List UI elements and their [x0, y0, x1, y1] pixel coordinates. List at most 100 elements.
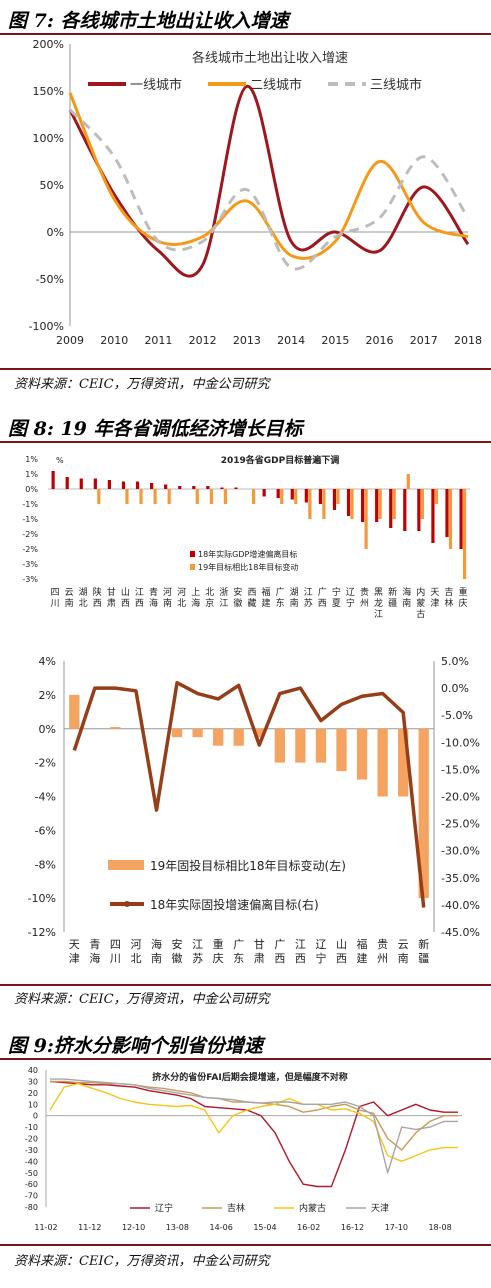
x-tick-label: 广西 [318, 586, 327, 609]
legend-label: 内蒙古 [299, 1202, 326, 1214]
y-tick-label: 150% [33, 85, 64, 98]
bar-1 [121, 481, 126, 489]
figure-8-top-rule [0, 441, 491, 443]
bar-1 [150, 483, 154, 489]
y-tick-label: -1% [22, 515, 38, 524]
x-tick-label: 广西 [274, 938, 285, 965]
bar-1 [459, 489, 463, 549]
x-tick-label: 11-02 [34, 1223, 57, 1232]
x-tick-label: 内蒙古 [416, 586, 425, 620]
bar-2 [209, 489, 213, 504]
bar-2 [167, 489, 171, 504]
figure-7-top-rule [0, 33, 491, 35]
y-tick-label: -80 [25, 1203, 38, 1212]
y-left-tick-label: -8% [35, 858, 56, 871]
bar-2 [322, 489, 326, 519]
y-tick-label: 200% [33, 38, 64, 51]
chart-7-land-revenue-growth: -100% -50% 0% 50% 100% 150% 200% 2009 2010 2011 20… [29, 38, 482, 347]
bar [69, 694, 80, 729]
bar-2 [125, 489, 129, 504]
x-tick-label: 2018 [454, 334, 482, 347]
legend-swatch [190, 551, 195, 557]
y-left-tick-label: -2% [35, 757, 56, 770]
x-tick-label: 青海 [149, 586, 158, 609]
bar-2 [434, 489, 439, 504]
figure-7-source: 资料来源：CEIC，万得资讯，中金公司研究 [14, 377, 270, 392]
figure-9-source: 资料来源：CEIC，万得资讯，中金公司研究 [14, 1254, 270, 1269]
x-tick-label: 青海 [89, 938, 100, 965]
y-right-tick-label: -10.0% [441, 736, 480, 749]
figure-7-bottom-rule [0, 368, 491, 370]
unit-label: % [56, 456, 64, 465]
y-tick-label: 30 [28, 1077, 38, 1086]
legend-marker [124, 901, 130, 907]
x-tick-label: 2014 [277, 334, 305, 347]
bar-1 [290, 489, 294, 500]
bar-1 [135, 481, 140, 489]
legend-label: 二线城市 [250, 77, 302, 93]
y-tick-label: 50% [40, 179, 64, 192]
bar-1 [332, 489, 337, 510]
bar-2 [280, 489, 284, 504]
x-tick-label: 山西 [121, 587, 130, 609]
x-tick-label: 河南 [163, 586, 172, 609]
figure-9-heading: 图 9:挤水分影响个别省份增速 [8, 1035, 263, 1057]
y-tick-label: -10 [25, 1123, 38, 1132]
x-tick-label: 12-10 [122, 1223, 145, 1232]
x-tick-label: 江西 [135, 587, 144, 609]
series-line-1 [68, 84, 470, 278]
x-tick-label: 2011 [144, 334, 172, 347]
x-tick-label: 16-02 [297, 1223, 320, 1232]
bar-1 [375, 489, 379, 522]
y-left-tick-label: -4% [35, 791, 56, 804]
x-tick-label: 广东 [233, 938, 244, 965]
y-tick-label: -30 [25, 1146, 38, 1155]
figure-8-heading: 图 8: 19 年各省调低经济增长目标 [8, 418, 303, 440]
bar-2 [139, 489, 143, 504]
x-tick-label: 安徽 [172, 937, 183, 965]
x-tick-label: 云南 [398, 938, 409, 965]
series-line [72, 680, 426, 908]
y-tick-label: 10 [28, 1100, 38, 1109]
figure-9-bottom-rule [0, 1244, 491, 1246]
y-tick-label: -3% [22, 560, 38, 569]
x-tick-label: 四川 [110, 938, 121, 965]
x-tick-label: 湖北 [79, 587, 88, 609]
bar-1 [318, 489, 322, 504]
bar-1 [164, 484, 168, 489]
y-tick-label: 40 [28, 1066, 38, 1075]
x-tick-label: 甘肃 [254, 938, 265, 965]
y-right-tick-label: -40.0% [441, 899, 480, 912]
figure-9-top-rule [0, 1058, 491, 1060]
x-tick-label: 北京 [205, 587, 214, 609]
bar [171, 728, 183, 738]
y-tick-label: 0 [33, 1112, 38, 1121]
chart-title: 挤水分的省份FAI后期会提增速，但是幅度不对称 [152, 1071, 347, 1083]
y-left-tick-label: 0% [39, 723, 56, 736]
x-tick-label: 广东 [276, 586, 285, 609]
bar-1 [220, 487, 224, 489]
y-right-tick-label: -35.0% [441, 872, 480, 885]
y-left-tick-label: -12% [28, 926, 56, 939]
bar-2 [364, 489, 368, 549]
x-tick-label: 西藏 [247, 587, 256, 609]
bar [192, 728, 203, 738]
x-tick-label: 17-10 [385, 1223, 408, 1232]
bar-2 [195, 489, 199, 504]
x-tick-label: 16-12 [341, 1223, 364, 1232]
bar-1 [389, 489, 393, 528]
chart-8b-fai-target: 4% 2% 0% -2% -4% -6% -8% -10% -12% 5.0% 0.0% -5.0% -… [28, 655, 480, 965]
bar-2 [251, 489, 256, 504]
y-tick-label: -20 [25, 1135, 38, 1144]
y-tick-label: -100% [29, 320, 64, 333]
legend-label: 吉林 [227, 1202, 245, 1214]
y-tick-label: -60 [25, 1180, 38, 1189]
chart-9-fai-growth: 40 30 20 10 0 -10 -20 -30 -40 -50 -60 -70 -80 11-02 11… [25, 1066, 462, 1232]
x-tick-label: 四川 [51, 588, 60, 609]
series-line-3 [49, 1083, 458, 1162]
bar-1 [51, 471, 55, 489]
bar [254, 728, 265, 738]
bar-2 [223, 489, 228, 504]
x-tick-label: 新疆 [388, 586, 397, 609]
x-tick-label: 云南 [65, 588, 74, 609]
